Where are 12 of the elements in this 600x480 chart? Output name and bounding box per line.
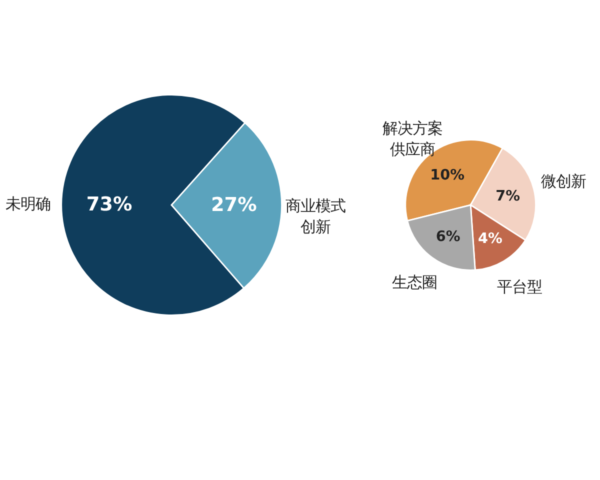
data-label: 73% bbox=[86, 192, 132, 216]
data-label: 27% bbox=[210, 193, 257, 216]
slice-label: 生态圈 bbox=[392, 273, 437, 292]
data-label: 7% bbox=[496, 188, 520, 205]
slice-label: 解决方案供应商 bbox=[382, 120, 442, 159]
slice-label: 未明确 bbox=[5, 194, 50, 213]
data-label: 4% bbox=[478, 230, 502, 247]
slice-label: 商业模式创新 bbox=[285, 196, 346, 236]
slice-label: 平台型 bbox=[496, 278, 542, 296]
data-label: 6% bbox=[436, 228, 460, 245]
slice-label: 微创新 bbox=[541, 172, 586, 191]
data-label: 10% bbox=[430, 167, 465, 184]
